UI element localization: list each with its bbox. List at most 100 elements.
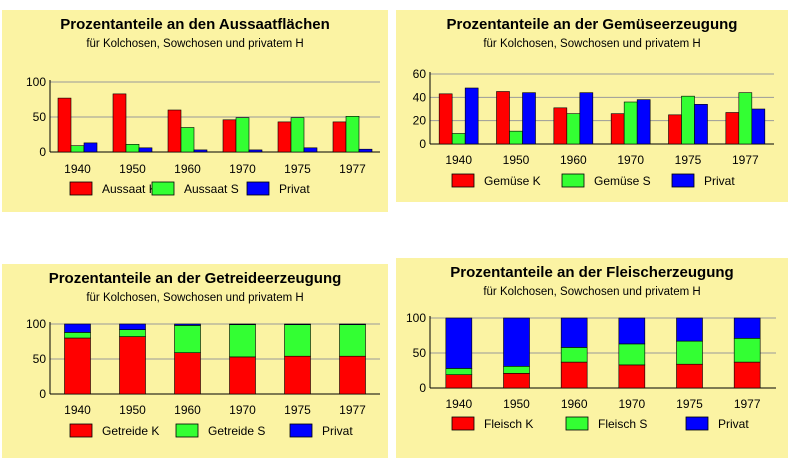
stacked-segment xyxy=(618,317,646,345)
bar xyxy=(751,108,766,145)
chart-title: Prozentanteile an der Gemüseerzeugung xyxy=(446,16,738,33)
bar xyxy=(668,114,682,145)
bar xyxy=(138,147,153,153)
x-tick-label: 1975 xyxy=(284,162,311,176)
stacked-segment xyxy=(560,347,588,363)
chart-title: Prozentanteile an den Aussaatflächen xyxy=(60,16,330,33)
x-tick-label: 1940 xyxy=(445,153,472,167)
stacked-segment xyxy=(284,324,311,357)
chart-subtitle: für Kolchosen, Sowchosen und privatem H xyxy=(86,38,304,50)
stacked-segment xyxy=(119,336,146,395)
stacked-segment xyxy=(229,324,256,358)
legend-swatch xyxy=(561,173,585,188)
chart-fleisch: 0 50 100 1940 1950 1960 1970 1975 1977 Fleisch K F… xyxy=(406,311,776,431)
x-tick-label: 1950 xyxy=(503,153,530,167)
x-tick-label: 1950 xyxy=(119,162,146,176)
legend-label: Gemüse K xyxy=(484,174,541,188)
bar xyxy=(623,101,638,145)
panel-aussaat: Prozentanteile an den Aussaatflächen für… xyxy=(2,10,388,212)
legend-label: Fleisch K xyxy=(484,417,533,431)
x-tick-label: 1940 xyxy=(64,162,91,176)
x-tick-label: 1970 xyxy=(618,397,645,411)
x-tick-label: 1960 xyxy=(174,403,201,417)
legend-swatch xyxy=(246,181,270,196)
stacked-segment xyxy=(445,317,473,369)
x-tick-label: 1975 xyxy=(284,403,311,417)
y-tick-label: 0 xyxy=(419,137,426,151)
stacked-segment xyxy=(733,317,761,339)
y-tick-label: 0 xyxy=(419,381,426,395)
bar xyxy=(509,130,523,145)
bar xyxy=(579,92,594,145)
chart-subtitle: für Kolchosen, Sowchosen und privatem H xyxy=(483,38,701,50)
bar xyxy=(694,104,708,145)
y-tick-label: 100 xyxy=(26,317,46,331)
legend-label: Aussaat K xyxy=(102,182,157,196)
panel-gemuese: Prozentanteile an der Gemüseerzeugung fü… xyxy=(396,10,788,202)
bar xyxy=(451,133,466,145)
y-tick-label: 20 xyxy=(413,114,427,128)
y-tick-label: 50 xyxy=(33,352,47,366)
stacked-segment xyxy=(503,317,530,367)
bar xyxy=(464,87,479,145)
x-tick-label: 1977 xyxy=(339,162,366,176)
bar xyxy=(610,113,625,145)
x-tick-label: 1950 xyxy=(503,397,530,411)
legend-swatch xyxy=(451,416,475,431)
x-tick-label: 1940 xyxy=(64,403,91,417)
bar xyxy=(438,93,453,145)
x-tick-label: 1960 xyxy=(561,397,588,411)
x-tick-label: 1975 xyxy=(675,153,702,167)
stacked-segment xyxy=(676,340,703,365)
bar xyxy=(553,107,568,145)
x-tick-label: 1960 xyxy=(560,153,587,167)
chart-gemuese: 0 20 40 60 1940 1950 1960 1970 1975 1977 Gemüse K G… xyxy=(413,67,774,188)
stacked-segment xyxy=(339,324,366,357)
bar xyxy=(248,149,263,153)
y-tick-label: 40 xyxy=(413,90,427,104)
x-tick-label: 1970 xyxy=(229,162,256,176)
stacked-segment xyxy=(119,329,146,337)
stacked-segment xyxy=(64,332,91,339)
x-tick-label: 1975 xyxy=(676,397,703,411)
legend-label: Getreide K xyxy=(102,424,159,438)
bar xyxy=(332,121,347,153)
bar xyxy=(167,109,182,153)
legend-label: Gemüse S xyxy=(594,174,651,188)
bar xyxy=(277,121,292,153)
legend-swatch xyxy=(451,173,475,188)
stacked-segment xyxy=(618,364,646,389)
stacked-segment xyxy=(676,317,703,342)
panel-fleisch: Prozentanteile an der Fleischerzeugung f… xyxy=(396,258,788,458)
chart-title: Prozentanteile an der Getreideerzeugung xyxy=(48,270,342,287)
bar xyxy=(681,95,695,145)
chart-getreide: 0 50 100 1940 1950 1960 1970 1975 1977 Getreide K… xyxy=(26,317,380,438)
bar xyxy=(566,113,581,145)
legend-swatch xyxy=(565,416,589,431)
bar xyxy=(193,149,208,153)
bar xyxy=(83,142,98,153)
chart-subtitle: für Kolchosen, Sowchosen und privatem H xyxy=(483,286,701,298)
y-tick-label: 0 xyxy=(39,387,46,401)
stacked-segment xyxy=(284,355,311,395)
stacked-segment xyxy=(339,323,366,325)
stacked-segment xyxy=(676,363,703,389)
stacked-segment xyxy=(119,323,146,330)
y-tick-label: 50 xyxy=(413,346,427,360)
chart-title: Prozentanteile an der Fleischerzeugung xyxy=(450,264,734,281)
stacked-segment xyxy=(503,366,530,374)
x-tick-label: 1970 xyxy=(617,153,644,167)
bar xyxy=(636,99,651,145)
legend-swatch xyxy=(289,423,313,438)
chart-subtitle: für Kolchosen, Sowchosen und privatem H xyxy=(86,292,304,304)
x-tick-label: 1960 xyxy=(174,162,201,176)
legend-swatch xyxy=(685,416,709,431)
bar xyxy=(235,117,250,153)
stacked-segment xyxy=(174,325,201,354)
legend-swatch xyxy=(151,181,175,196)
stacked-segment xyxy=(733,338,761,363)
panel-getreide: Prozentanteile an der Getreideerzeugung … xyxy=(2,264,388,458)
stacked-segment xyxy=(64,323,91,333)
chart-aussaat: 0 50 100 1940 1950 1960 1970 1975 1977 Aussaat K A… xyxy=(26,75,380,196)
y-tick-label: 50 xyxy=(33,110,47,124)
